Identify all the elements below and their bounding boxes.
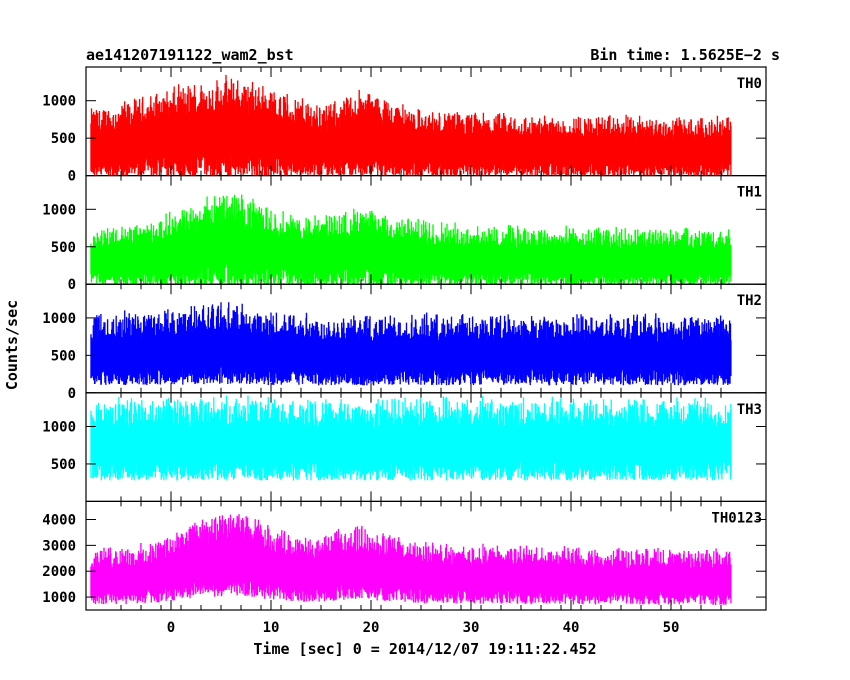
y-tick-label: 1000 bbox=[42, 311, 76, 327]
series-th3-line bbox=[90, 395, 732, 481]
y-tick-label: 0 bbox=[68, 386, 76, 402]
panel-frame bbox=[85, 500, 767, 611]
series-th1-line bbox=[90, 194, 732, 285]
panel-th2: 0 500 1000 TH2 bbox=[42, 283, 767, 402]
y-tick-label: 0 bbox=[68, 277, 76, 293]
series-th2-line bbox=[90, 302, 732, 386]
series-th0123-line bbox=[90, 514, 732, 605]
bin-time-label: Bin time: 1.5625E−2 s bbox=[590, 46, 780, 64]
y-tick-label: 0 bbox=[68, 169, 76, 185]
panel-label-th0123: TH0123 bbox=[711, 510, 762, 526]
panel-stack: 05001000TH005001000TH105001000TH25001000… bbox=[42, 66, 767, 636]
x-tick-label: 40 bbox=[563, 620, 580, 636]
panel-label-th1: TH1 bbox=[737, 185, 762, 201]
x-tick-label: 20 bbox=[363, 620, 380, 636]
y-tick-label: 500 bbox=[51, 240, 76, 256]
y-tick-label: 500 bbox=[51, 457, 76, 473]
y-tick-label: 500 bbox=[51, 131, 76, 147]
panel-label-th2: TH2 bbox=[737, 293, 762, 309]
x-axis-label: Time [sec] 0 = 2014/12/07 19:11:22.452 bbox=[253, 640, 596, 658]
y-tick-label: 1000 bbox=[42, 202, 76, 218]
chart-title: ae141207191122_wam2_bst bbox=[86, 46, 294, 64]
y-tick-label: 1000 bbox=[42, 94, 76, 110]
y-tick-label: 1000 bbox=[42, 590, 76, 606]
panel-th3: 500 1000 TH3 bbox=[42, 392, 767, 502]
panel-th1: 0 500 1000 TH1 bbox=[42, 175, 767, 293]
series-th0-line bbox=[90, 74, 732, 176]
x-tick-label: 0 bbox=[167, 620, 175, 636]
panel-label-th0: TH0 bbox=[737, 76, 762, 92]
panel-th0: 0 500 1000 TH0 bbox=[42, 66, 767, 185]
x-tick-label: 10 bbox=[263, 620, 280, 636]
x-tick-label: 50 bbox=[663, 620, 680, 636]
y-tick-label: 2000 bbox=[42, 564, 76, 580]
y-axis-label: Counts/sec bbox=[3, 300, 21, 390]
y-tick-label: 3000 bbox=[42, 538, 76, 554]
x-tick-label: 30 bbox=[463, 620, 480, 636]
panel-label-th3: TH3 bbox=[737, 402, 762, 418]
y-tick-label: 4000 bbox=[42, 513, 76, 529]
y-tick-label: 500 bbox=[51, 348, 76, 364]
panel-th0123: 1000 2000 3000 4000 TH0123 0 10 20 30 40 50 bbox=[42, 500, 767, 636]
y-tick-label: 1000 bbox=[42, 420, 76, 436]
